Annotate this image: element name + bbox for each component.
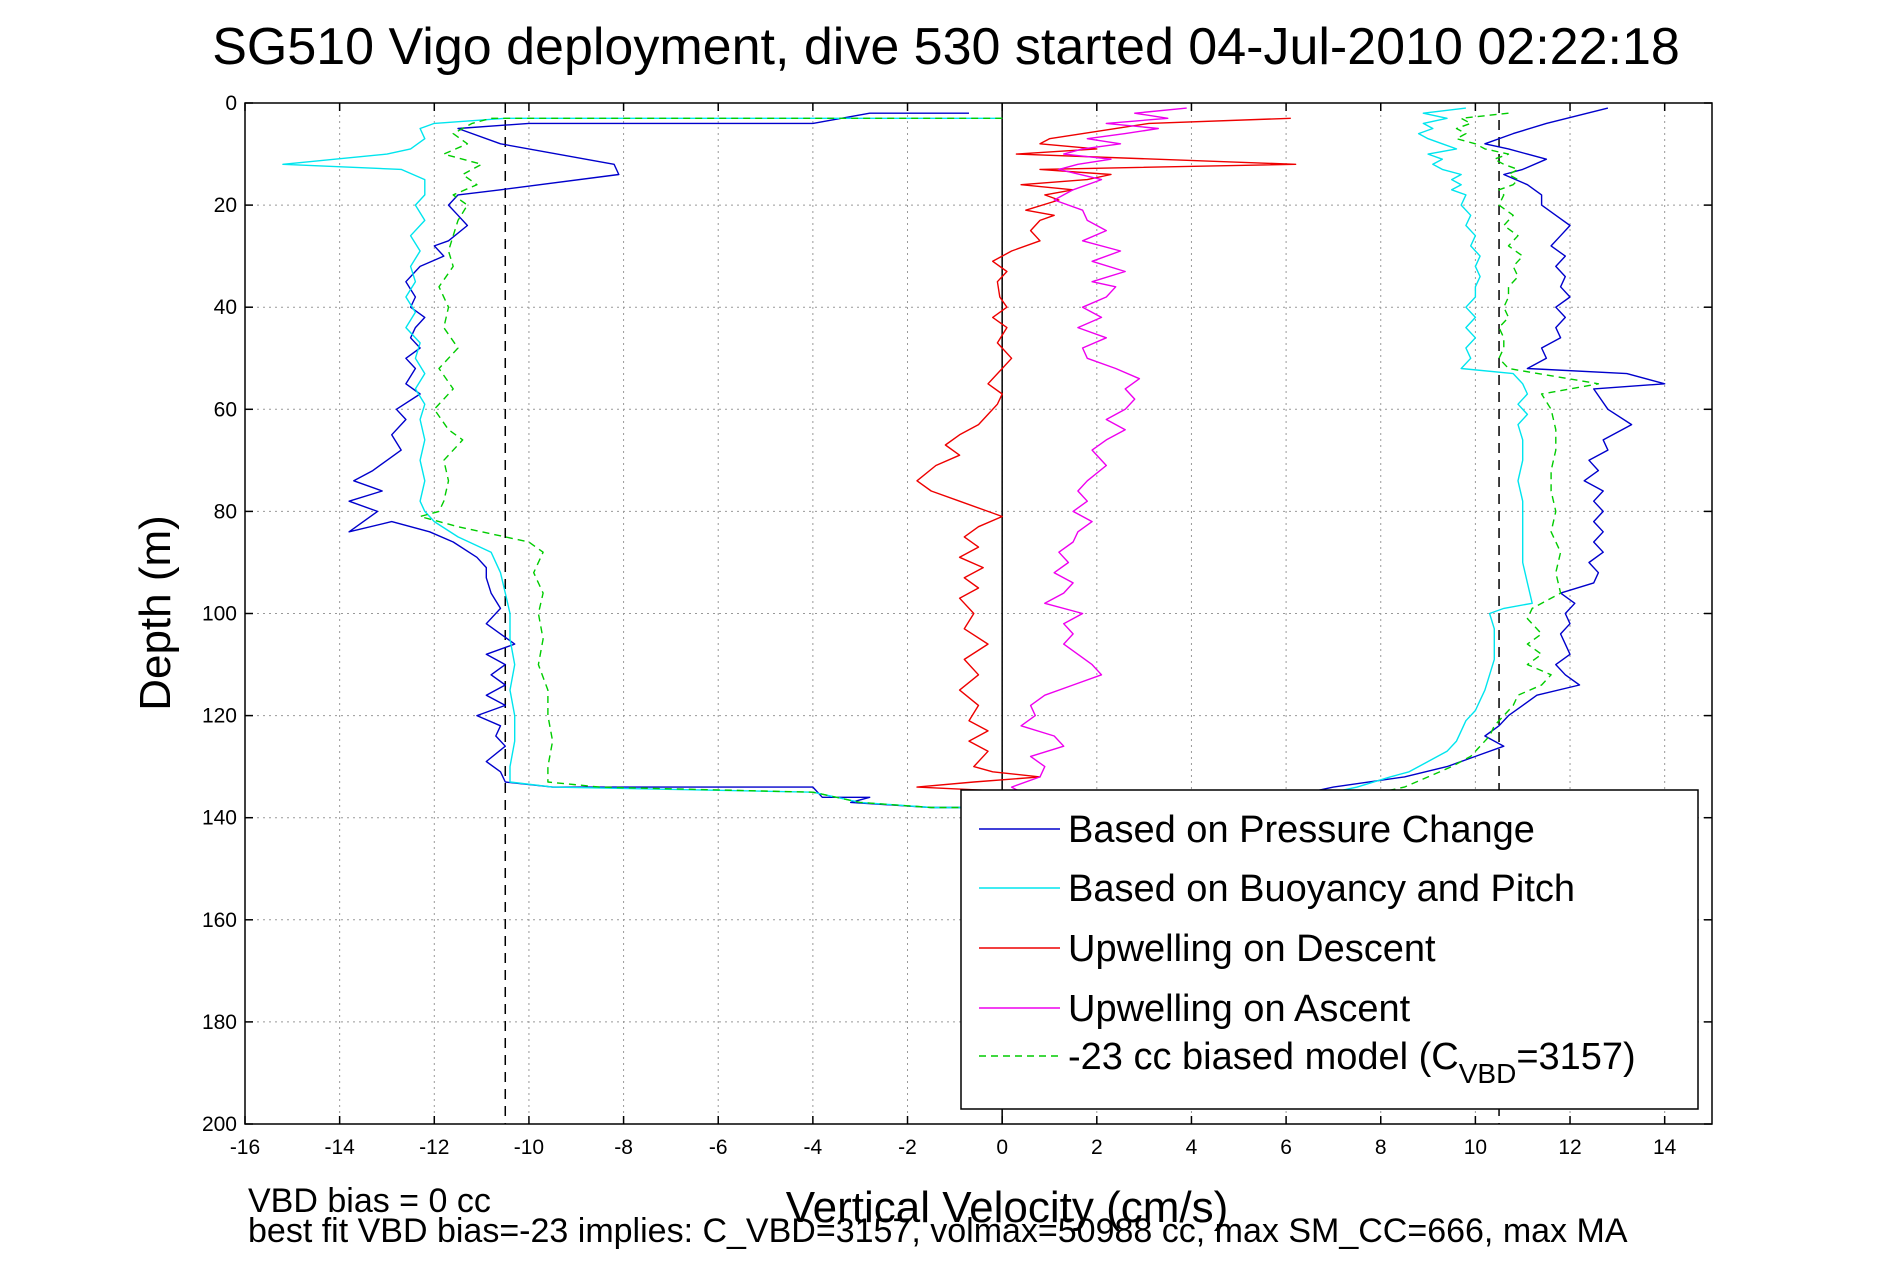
y-tick-label: 40 — [214, 296, 237, 319]
legend-label: Based on Buoyancy and Pitch — [1068, 868, 1575, 910]
x-tick-label: 8 — [1375, 1136, 1387, 1159]
x-tick-label: -16 — [230, 1136, 260, 1159]
x-tick-label: 10 — [1464, 1136, 1487, 1159]
series-line-ascent-model — [1380, 112, 1600, 793]
y-tick-label: 140 — [202, 807, 237, 830]
x-tick-label: -8 — [614, 1136, 633, 1159]
y-tick-label: 200 — [202, 1113, 237, 1136]
series-line-upwelling-on-ascent — [1010, 107, 1187, 798]
chart-title: SG510 Vigo deployment, dive 530 started … — [212, 18, 1680, 76]
y-tick-label: 180 — [202, 1011, 237, 1034]
x-tick-label: 0 — [996, 1136, 1008, 1159]
y-tick-label: 100 — [202, 603, 237, 626]
x-tick-label: -12 — [419, 1136, 449, 1159]
x-tick-label: 12 — [1558, 1136, 1581, 1159]
legend-label: Based on Pressure Change — [1068, 809, 1535, 851]
x-tick-label: 4 — [1186, 1136, 1198, 1159]
y-axis-label: Depth (m) — [131, 515, 180, 711]
y-tick-label: 60 — [214, 398, 237, 421]
footnote-best-fit: best fit VBD bias=-23 implies: C_VBD=315… — [248, 1212, 1628, 1250]
x-tick-label: -10 — [514, 1136, 544, 1159]
y-tick-label: 120 — [202, 705, 237, 728]
x-tick-label: 14 — [1653, 1136, 1677, 1159]
x-tick-label: -14 — [324, 1136, 355, 1159]
series-line-based-on-buoyancy-and-pitch — [282, 117, 1003, 809]
x-tick-label: -6 — [709, 1136, 728, 1159]
x-axis-label: Vertical Velocity (cm/s) — [786, 1183, 1229, 1232]
legend-label: Upwelling on Ascent — [1068, 988, 1411, 1030]
tick-layer: -16 -14 -12 -10 -8 -6 -4 -2 0 2 4 6 8 10 12 14020406080… — [202, 92, 1712, 1159]
legend-label: Upwelling on Descent — [1068, 928, 1436, 970]
series-layer — [282, 107, 1666, 809]
y-tick-label: 0 — [225, 92, 237, 115]
series-line-ascent-buoyancy — [1333, 107, 1533, 793]
y-tick-label: 20 — [214, 194, 237, 217]
footnote-vbd-bias: VBD bias = 0 cc — [248, 1182, 491, 1220]
x-tick-label: 6 — [1280, 1136, 1292, 1159]
series-line--23-cc-biased-model-c-vbd-3157- — [419, 117, 1003, 809]
x-tick-label: 2 — [1091, 1136, 1103, 1159]
y-tick-label: 80 — [214, 500, 237, 523]
series-line-ascent-pressure — [1309, 107, 1666, 793]
x-tick-label: -4 — [804, 1136, 823, 1159]
grid-layer — [245, 103, 1712, 1124]
legend-label: -23 cc biased model (CVBD=3157) — [1068, 1036, 1636, 1089]
legend-items: Based on Pressure Change Based on Buoyanc… — [979, 809, 1636, 1089]
series-line-based-on-pressure-change — [348, 112, 979, 809]
legend-box — [960, 789, 1699, 1110]
series-line-upwelling-on-descent — [916, 117, 1297, 804]
y-tick-label: 160 — [202, 909, 237, 932]
legend: Based on Pressure Change Based on Buoyanc… — [960, 789, 1699, 1110]
x-tick-label: -2 — [898, 1136, 917, 1159]
